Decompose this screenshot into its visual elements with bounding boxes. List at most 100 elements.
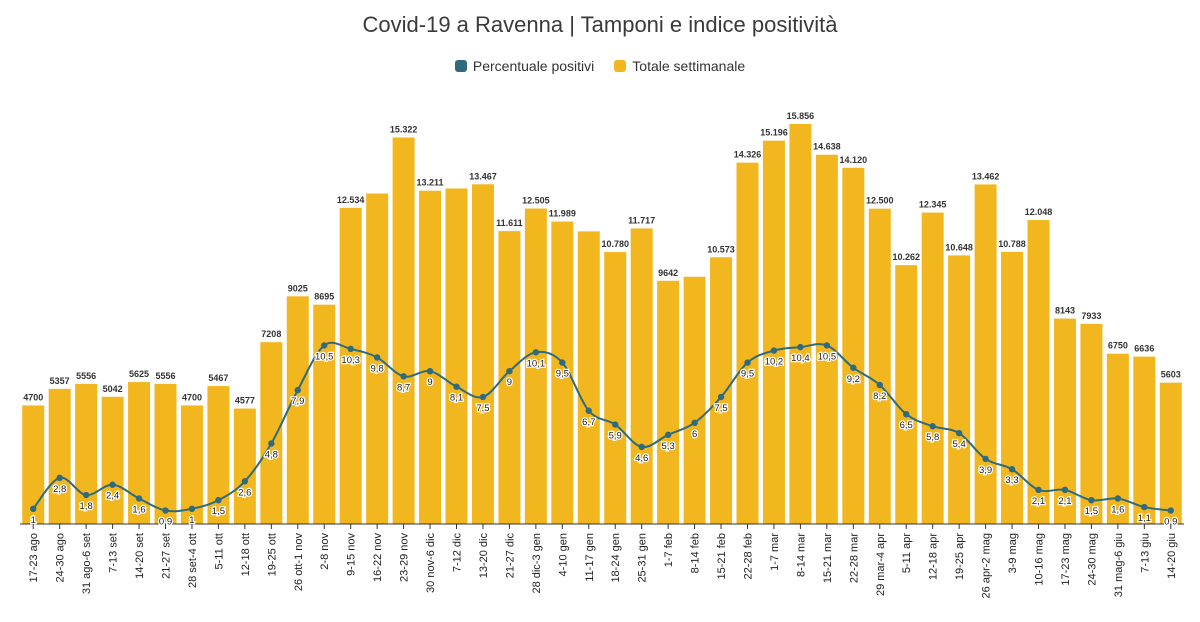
line-point	[1088, 497, 1095, 504]
bar-value-label: 10.262	[892, 252, 920, 262]
bar	[710, 257, 733, 524]
bar-value-label: 10.780	[601, 239, 629, 249]
line-value-label: 10,5	[315, 351, 334, 362]
x-tick-label: 14-20 giu	[1166, 533, 1178, 579]
line-point	[585, 407, 592, 414]
x-tick-label: 26 apr-2 mag	[981, 533, 993, 598]
line-value-label: 2,8	[53, 484, 66, 495]
bar	[789, 124, 812, 524]
legend-item-totale[interactable]: Totale settimanale	[614, 58, 745, 74]
bar-value-label: 15.856	[787, 111, 815, 121]
bar	[180, 405, 203, 524]
line-value-label: 1,5	[1085, 506, 1098, 517]
x-tick-label: 22-28 mar	[848, 533, 860, 583]
line-point	[903, 411, 910, 418]
x-tick-label: 7-13 set	[108, 533, 120, 573]
bar	[683, 276, 706, 524]
line-value-label: 1,8	[80, 501, 93, 512]
x-tick-label: 19-25 apr	[954, 533, 966, 580]
line-value-label: 9,5	[556, 369, 569, 380]
line-value-label: 6	[692, 429, 697, 440]
bar	[762, 140, 785, 524]
x-tick-label: 22-28 feb	[743, 533, 755, 579]
line-value-label: 9,8	[371, 363, 384, 374]
bar	[48, 388, 71, 524]
x-tick-label: 12-18 apr	[928, 533, 940, 580]
line-value-label: 4,6	[635, 453, 648, 464]
bar-value-label: 9025	[288, 283, 308, 293]
bar	[392, 137, 415, 524]
x-tick-label: 14-20 set	[134, 533, 146, 579]
line-value-label: 10,4	[791, 353, 810, 364]
bar	[604, 252, 627, 524]
x-tick-label: 31 ago-6 set	[81, 533, 93, 594]
line-value-label: 4,8	[265, 449, 278, 460]
line-value-label: 2,4	[106, 491, 119, 502]
x-tick-label: 7-13 giu	[1139, 533, 1151, 573]
bar	[524, 208, 547, 524]
line-point	[453, 383, 460, 390]
line-point	[532, 349, 540, 356]
x-tick-label: 1-7 feb	[663, 533, 675, 567]
bar	[471, 184, 494, 525]
x-tick-label: 3-9 mag	[1007, 533, 1019, 573]
line-point	[850, 364, 857, 371]
x-tick-label: 1-7 mar	[769, 533, 781, 571]
line-value-label: 0,9	[1164, 517, 1177, 528]
line-value-label: 0,9	[159, 517, 172, 528]
x-tick-label: 2-8 nov	[319, 533, 331, 570]
bar-value-label: 13.467	[469, 171, 497, 181]
x-tick-label: 29 mar-4 apr	[875, 533, 887, 596]
bar-value-label: 11.611	[496, 218, 523, 228]
line-point	[268, 440, 275, 447]
legend-swatch-totale	[614, 60, 627, 72]
bar-value-label: 7208	[261, 329, 281, 339]
bar	[1001, 251, 1024, 525]
legend-item-percentuale[interactable]: Percentuale positivi	[454, 58, 595, 74]
bar-value-label: 15.196	[760, 128, 788, 138]
bar	[1133, 356, 1156, 524]
bar-value-label: 12.345	[919, 200, 947, 210]
line-value-label: 8,2	[873, 391, 886, 402]
legend-label-percentuale: Percentuale positivi	[472, 58, 595, 74]
line-point	[612, 421, 619, 428]
x-tick-label: 7-12 dic	[452, 533, 464, 573]
line-point	[479, 393, 487, 401]
bar-value-label: 12.534	[337, 195, 365, 205]
bar	[630, 228, 653, 524]
bar	[260, 342, 283, 524]
bar	[895, 265, 918, 524]
bar	[233, 408, 256, 524]
bar-value-label: 9642	[658, 268, 678, 278]
x-tick-label: 21-27 dic	[504, 533, 516, 579]
line-value-label: 7,5	[714, 403, 727, 414]
bar	[419, 190, 442, 524]
line-value-label: 9	[427, 377, 432, 388]
line-point	[691, 419, 698, 426]
bar	[657, 280, 680, 524]
bar	[154, 383, 177, 524]
bar-value-label: 5556	[155, 371, 175, 381]
line-point	[1141, 503, 1148, 511]
bar-value-label: 15.322	[390, 124, 418, 134]
line-point	[664, 431, 672, 439]
bar	[1106, 353, 1129, 524]
x-tick-label: 13-20 dic	[478, 533, 490, 579]
bar	[128, 382, 151, 524]
x-tick-label: 18-24 gen	[610, 533, 622, 583]
line-value-label: 9,5	[741, 369, 754, 380]
line-point	[373, 354, 381, 361]
bar-value-label: 5556	[76, 371, 96, 381]
bar	[22, 405, 45, 524]
bar-value-label: 7933	[1081, 311, 1101, 321]
line-point	[797, 343, 804, 351]
x-tick-label: 28 dic-3 gen	[531, 533, 543, 594]
line-value-label: 10,2	[765, 357, 784, 368]
bar-value-label: 14.326	[734, 150, 762, 160]
line-value-label: 5,8	[926, 432, 939, 443]
line-value-label: 2,1	[1032, 496, 1045, 507]
legend-swatch-percentuale	[454, 60, 467, 72]
x-tick-label: 21-27 set	[161, 533, 173, 579]
line-value-label: 10,3	[341, 355, 360, 366]
bar	[445, 188, 468, 524]
